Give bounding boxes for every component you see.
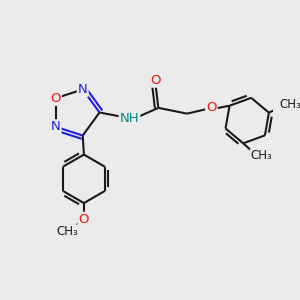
Text: O: O bbox=[150, 74, 161, 87]
Text: O: O bbox=[79, 213, 89, 226]
Text: O: O bbox=[50, 92, 61, 105]
Text: O: O bbox=[206, 101, 217, 114]
Text: N: N bbox=[78, 83, 88, 96]
Text: N: N bbox=[51, 120, 61, 133]
Text: CH₃: CH₃ bbox=[279, 98, 300, 111]
Text: CH₃: CH₃ bbox=[251, 149, 272, 163]
Text: CH₃: CH₃ bbox=[57, 225, 79, 239]
Text: NH: NH bbox=[120, 112, 139, 125]
